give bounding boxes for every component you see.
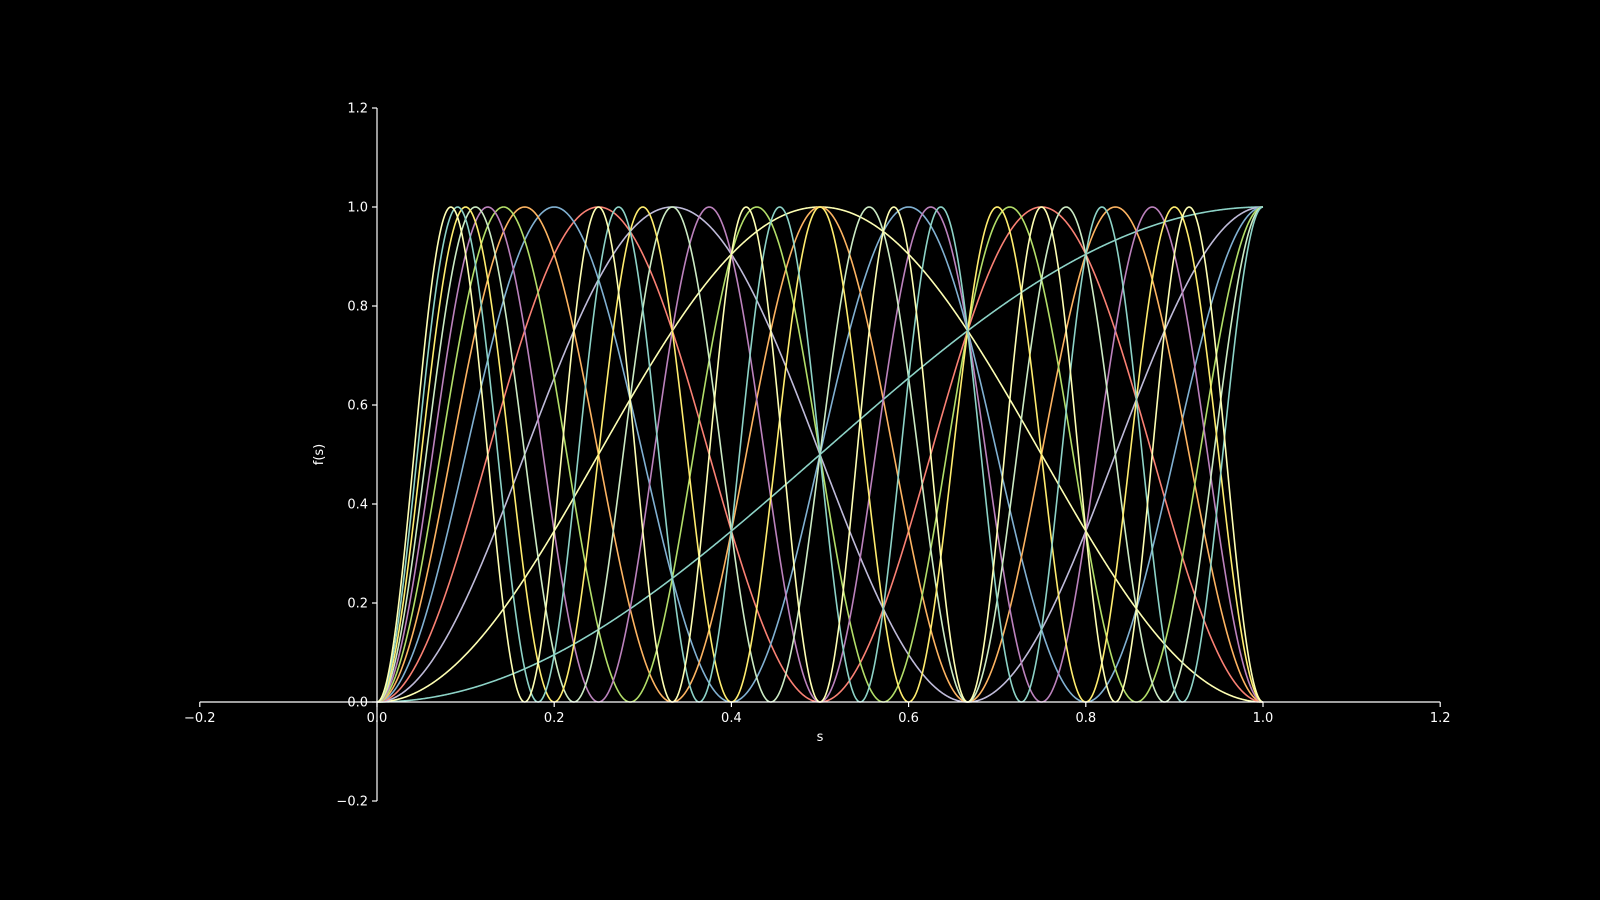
- x-tick-label: 0.8: [1075, 711, 1096, 726]
- y-tick-label: 0.8: [347, 300, 368, 315]
- x-tick-label: 1.2: [1430, 711, 1451, 726]
- y-axis-ticks: −0.2 0.0 0.2 0.4 0.6 0.8 1.0 1.2: [336, 102, 377, 810]
- x-tick-label: 0.0: [367, 711, 388, 726]
- y-axis-label: f(s): [312, 444, 327, 466]
- x-axis-label: s: [817, 730, 824, 745]
- x-tick-label: 0.6: [898, 711, 919, 726]
- y-tick-label: 0.4: [347, 498, 368, 513]
- y-tick-label: 0.0: [347, 696, 368, 711]
- y-tick-label: 0.6: [347, 399, 368, 414]
- y-tick-label: 0.2: [347, 597, 368, 612]
- y-tick-label: −0.2: [336, 795, 368, 810]
- x-tick-label: 0.2: [544, 711, 565, 726]
- x-tick-label: 0.4: [721, 711, 742, 726]
- series-curves: [376, 206, 1264, 703]
- x-axis-ticks: −0.2 0.0 0.2 0.4 0.6 0.8 1.0 1.2: [184, 702, 1451, 726]
- y-tick-label: 1.0: [347, 201, 368, 216]
- series-line-k11: [376, 206, 1264, 703]
- x-tick-label: −0.2: [184, 711, 216, 726]
- series-line-k10: [376, 206, 1264, 703]
- y-tick-label: 1.2: [347, 102, 368, 117]
- x-tick-label: 1.0: [1253, 711, 1274, 726]
